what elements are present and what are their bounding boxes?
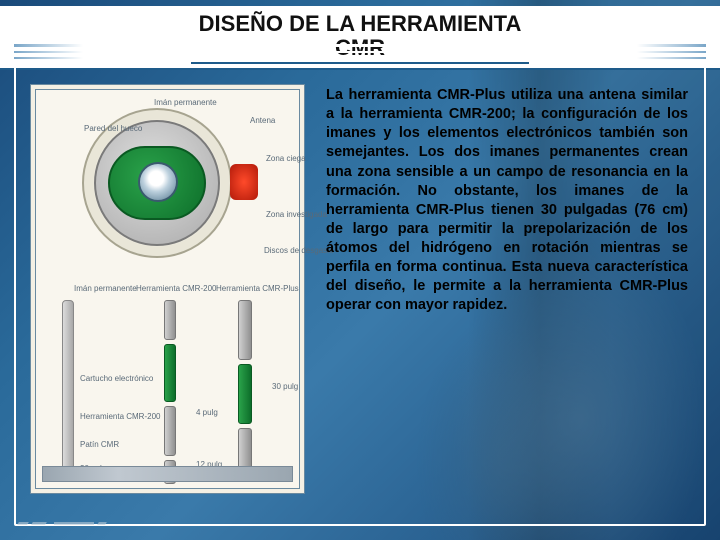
rule-line [14, 57, 706, 59]
label-patin: Patín CMR [80, 440, 119, 449]
antenna-coil [138, 162, 178, 202]
tool-cmr200 [148, 300, 192, 478]
label-discos-desgaste: Discos de desgaste [264, 246, 334, 255]
seg-top [238, 300, 252, 360]
content-area: Imán permanente Pared del hueco Antena Z… [30, 84, 690, 510]
seg-bot [238, 428, 252, 470]
tool-long-bar [62, 300, 74, 478]
tool-schematics: Imán permanente Cartucho electrónico Her… [44, 286, 302, 486]
sensitive-zone [230, 164, 258, 200]
seg-mid [164, 406, 176, 456]
label-iman: Imán permanente [74, 284, 137, 293]
seg-magnet [238, 364, 252, 424]
footer-decoration [18, 516, 108, 530]
seg-top [164, 300, 176, 340]
label-antena: Antena [250, 116, 275, 125]
label-30pulg-b: 30 pulg [272, 382, 298, 391]
cross-section: Imán permanente Pared del hueco Antena Z… [82, 108, 252, 278]
label-iman-permanente: Imán permanente [154, 98, 217, 107]
label-zona-ciega: Zona ciega [266, 154, 306, 163]
label-cartucho: Cartucho electrónico [80, 374, 153, 383]
seg-magnet [164, 344, 176, 402]
label-cmrplus: Herramienta CMR-Plus [216, 284, 299, 293]
label-pared-hueco: Pared del hueco [84, 124, 142, 133]
body-paragraph: La herramienta CMR-Plus utiliza una ante… [326, 86, 688, 316]
label-zona-investigada: Zona investigada [266, 210, 327, 219]
cmr-diagram: Imán permanente Pared del hueco Antena Z… [30, 84, 305, 494]
label-cmr200: Herramienta CMR-200 [136, 284, 216, 293]
rule-line [14, 51, 706, 53]
label-4pulg: 4 pulg [196, 408, 218, 417]
diagram-bottom-bar [42, 466, 293, 482]
diagram-inner: Imán permanente Pared del hueco Antena Z… [35, 89, 300, 489]
rule-line [14, 44, 706, 47]
tool-cmrplus [222, 300, 266, 478]
